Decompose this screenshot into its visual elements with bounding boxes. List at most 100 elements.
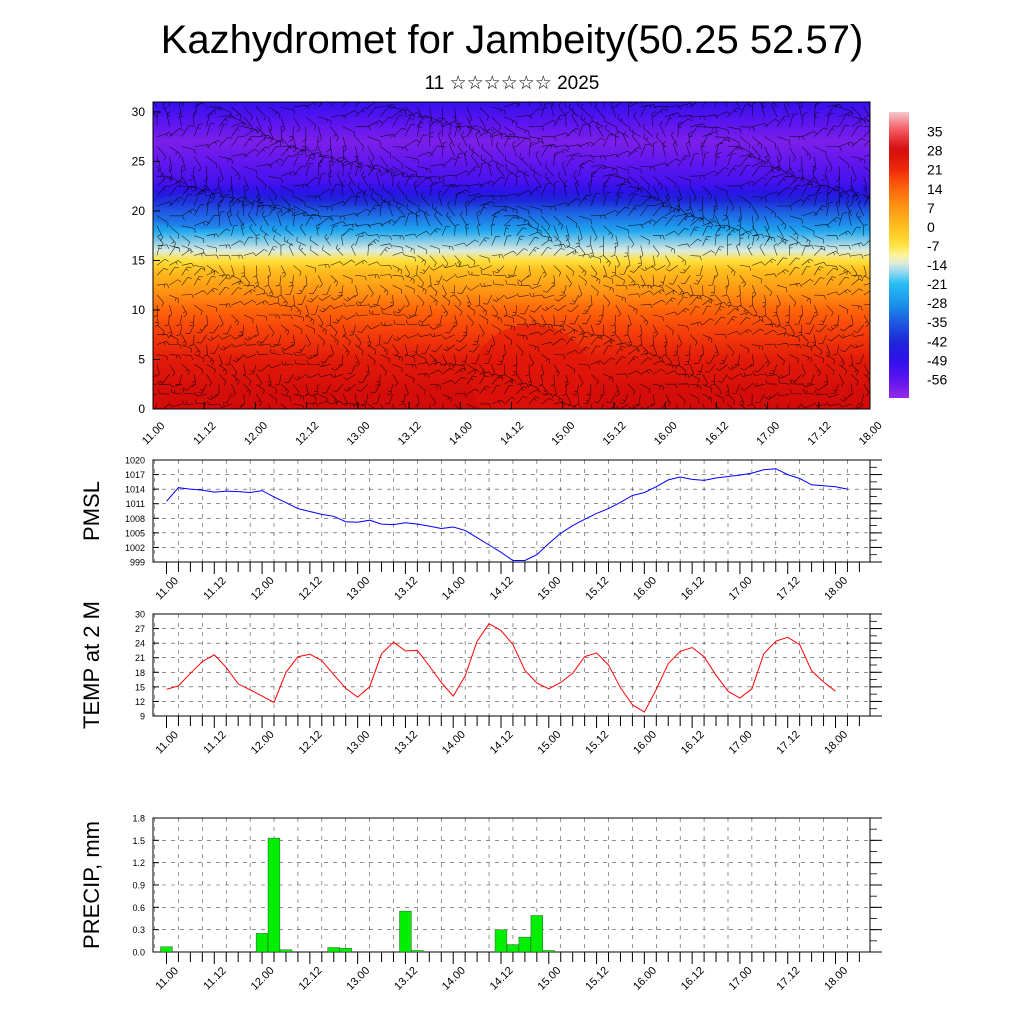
colorbar-label: -56 (927, 371, 947, 387)
precip-bar (530, 915, 544, 953)
heatmap-xtick-label: 15.00 (549, 420, 577, 448)
precip-bar (411, 950, 424, 953)
xtick-label: 12.12 (297, 575, 325, 603)
xtick-label: 16.00 (631, 575, 659, 603)
heatmap-ytick-label: 15 (132, 253, 146, 267)
xtick-label: 11.12 (201, 575, 228, 602)
colorbar-label: 0 (927, 219, 935, 235)
heatmap-xtick-label: 17.12 (806, 420, 834, 448)
xtick-label: 17.12 (774, 575, 802, 603)
xtick-label: 11.00 (154, 965, 181, 992)
heatmap-ytick-label: 10 (132, 303, 146, 317)
xtick-label: 16.12 (679, 729, 707, 757)
heatmap-xtick-label: 14.12 (498, 420, 526, 448)
y-axis-title: TEMP at 2 M (79, 601, 104, 729)
xtick-label: 16.12 (679, 965, 707, 993)
xtick-label: 16.00 (631, 965, 659, 993)
colorbar-label: -21 (927, 276, 947, 292)
xtick-label: 14.00 (440, 729, 468, 757)
ytick-label: 12 (135, 697, 145, 707)
xtick-label: 16.00 (631, 729, 659, 757)
ytick-label: 1014 (125, 485, 145, 495)
xtick-label: 13.12 (392, 575, 420, 603)
xtick-label: 12.00 (249, 575, 277, 603)
xtick-label: 12.12 (297, 965, 325, 993)
xtick-label: 17.00 (727, 729, 755, 757)
xtick-label: 17.12 (774, 965, 802, 993)
ytick-label: 1011 (126, 499, 145, 509)
ytick-label: 1.8 (132, 814, 145, 824)
precip-bar (255, 933, 269, 953)
heatmap-xtick-label: 14.00 (447, 420, 475, 448)
precipitation-panel: 0.0 0.3 0.6 0.9 1.2 1.5 1.8 11.00 11.12 12.00 12.1… (79, 814, 882, 993)
heatmap-xtick-label: 16.00 (652, 420, 680, 448)
colorbar-label: 14 (927, 181, 943, 197)
heatmap-ytick-label: 25 (132, 154, 146, 168)
heatmap-ytick-label: 0 (138, 402, 145, 416)
xtick-label: 14.12 (488, 965, 516, 993)
chart-subtitle: 11 ☆☆☆☆☆☆ 2025 (424, 73, 600, 94)
xtick-label: 17.12 (774, 729, 802, 757)
ytick-label: 9 (140, 712, 145, 722)
xtick-label: 14.00 (440, 965, 468, 993)
colorbar-label: 21 (927, 162, 943, 178)
ytick-label: 0.9 (132, 881, 145, 891)
precip-bar (542, 950, 555, 953)
heatmap-xtick-label: 11.00 (140, 420, 167, 447)
ytick-label: 1.5 (132, 836, 145, 846)
precip-bar (494, 929, 508, 953)
xtick-label: 12.00 (249, 729, 277, 757)
xtick-label: 12.00 (249, 965, 277, 993)
heatmap-xtick-label: 18.00 (857, 420, 885, 448)
xtick-label: 16.12 (679, 575, 707, 603)
ytick-label: 999 (130, 558, 145, 568)
heatmap-ytick-label: 20 (132, 204, 146, 218)
xtick-label: 13.00 (344, 729, 372, 757)
colorbar: 35 28 21 14 7 0 -7 -14 -21 -28 -35 -42 -49 -56 (889, 112, 947, 398)
precip-bar (518, 936, 532, 953)
ytick-label: 0.3 (132, 925, 145, 935)
ytick-label: 15 (135, 682, 145, 692)
heatmap-xtick-label: 15.12 (601, 420, 629, 448)
warm-anomaly (471, 324, 592, 409)
ytick-label: 1005 (125, 528, 145, 538)
colorbar-label: 28 (927, 143, 943, 159)
xtick-label: 13.12 (392, 729, 420, 757)
ytick-label: 1002 (125, 543, 145, 553)
xtick-label: 17.00 (727, 575, 755, 603)
colorbar-label: 7 (927, 200, 935, 216)
xtick-label: 15.12 (583, 575, 611, 603)
xtick-label: 11.12 (201, 965, 228, 992)
heatmap-ytick-label: 30 (132, 105, 146, 119)
xtick-label: 18.00 (822, 965, 850, 993)
precip-bar (327, 947, 340, 953)
xtick-label: 18.00 (822, 729, 850, 757)
heatmap-xtick-label: 12.12 (293, 420, 321, 448)
heatmap-ytick-label: 5 (138, 352, 145, 366)
xtick-label: 11.12 (201, 729, 228, 756)
xtick-label: 12.12 (297, 729, 325, 757)
colorbar-gradient (889, 112, 909, 398)
colorbar-label: -28 (927, 295, 947, 311)
series-line (166, 468, 848, 561)
colorbar-label: 35 (927, 124, 943, 140)
xtick-label: 13.12 (392, 965, 420, 993)
heatmap-xtick-label: 11.12 (191, 420, 218, 447)
colorbar-label: -7 (927, 238, 940, 254)
bars (160, 837, 555, 953)
ytick-label: 0.0 (132, 948, 145, 958)
xtick-label: 18.00 (822, 575, 850, 603)
panel-frame (152, 459, 871, 563)
precip-bar (279, 949, 293, 953)
heatmap-xtick-label: 13.00 (345, 420, 373, 448)
heatmap-xtick-label: 17.00 (754, 420, 782, 448)
pmsl-panel: 999 1002 1005 1008 1011 1014 1017 1020 11.00 11.1… (79, 456, 882, 603)
chart-title: Kazhydromet for Jambeity(50.25 52.57) (160, 18, 864, 62)
xtick-label: 13.00 (344, 965, 372, 993)
xtick-label: 15.00 (536, 965, 564, 993)
precip-bar (160, 946, 173, 953)
precip-bar (506, 944, 520, 953)
ytick-label: 1008 (125, 514, 145, 524)
ytick-label: 1020 (125, 456, 145, 466)
